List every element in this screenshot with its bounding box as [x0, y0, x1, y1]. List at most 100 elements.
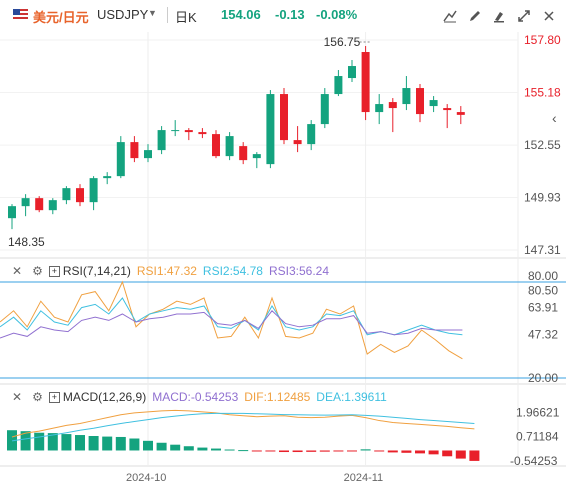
divider: [167, 7, 168, 23]
macd-histogram-bar: [34, 432, 45, 451]
macd-histogram-bar: [401, 450, 412, 453]
candle-body: [266, 94, 275, 165]
rsi2-line: [0, 297, 463, 336]
macd-header: ✕ ⚙ + MACD(12,26,9) MACD:-0.54253 DIF:1.…: [12, 390, 387, 404]
rsi2-value: RSI2:54.78: [202, 264, 263, 278]
rsi-label: RSI(7,14,21): [62, 264, 131, 278]
macd-histogram-bar: [183, 446, 194, 451]
rsi1-value: RSI1:47.32: [136, 264, 197, 278]
line-draw-icon: [443, 10, 457, 23]
close-button[interactable]: [539, 6, 559, 26]
candle-body: [184, 130, 193, 133]
macd-histogram-bar: [20, 431, 31, 451]
rsi-tick-label: 47.32: [528, 327, 558, 341]
rsi-header: ✕ ⚙ + RSI(7,14,21) RSI1:47.32 RSI2:54.78…: [12, 264, 329, 278]
candle-body: [76, 188, 84, 203]
macd-histogram-bar: [265, 450, 276, 452]
rsi-tick-label: 63.91: [528, 301, 558, 315]
macd-histogram-bar: [469, 450, 480, 461]
macd-histogram-bar: [292, 450, 303, 453]
candle-body: [171, 130, 180, 132]
indicator-toggle-icon[interactable]: +: [48, 391, 60, 403]
close-indicator-icon[interactable]: ✕: [12, 390, 23, 404]
macd-histogram-bar: [374, 450, 385, 452]
macd-histogram-bar: [102, 436, 113, 451]
macd-histogram-bar: [170, 444, 181, 451]
macd-histogram-bar: [7, 430, 17, 451]
candle-body: [62, 188, 71, 201]
symbol-label[interactable]: USDJPY: [97, 7, 149, 22]
period-selector[interactable]: 日K: [175, 10, 197, 25]
dif-line: [11, 409, 475, 438]
candle-body: [8, 206, 16, 219]
macd-histogram-bar: [197, 447, 208, 451]
dea-value: DEA:1.39611: [316, 390, 387, 404]
candle-body: [252, 154, 261, 159]
candle-body: [375, 104, 384, 113]
time-tick-label: 2024-11: [344, 472, 384, 484]
candle-body: [130, 142, 139, 159]
price-tick-label: 157.80: [524, 33, 561, 47]
candle-body: [157, 130, 166, 151]
macd-tick-label: 1.96621: [516, 406, 560, 420]
toolbar: 美元/日元 USDJPY ▼ 日K 154.06 -0.13 -0.08%: [0, 0, 566, 32]
macd-histogram-bar: [61, 434, 72, 451]
brush-icon: [494, 12, 504, 23]
candle-body: [144, 150, 152, 159]
candle-body: [334, 76, 343, 95]
rsi3-value: RSI3:56.24: [268, 264, 330, 278]
macd-histogram-bar: [129, 438, 140, 451]
close-indicator-icon[interactable]: ✕: [12, 264, 23, 278]
candle-body: [402, 88, 411, 105]
expand-button[interactable]: [514, 6, 534, 26]
macd-histogram-bar: [306, 450, 317, 452]
candle-body: [35, 198, 44, 211]
indicator-toggle-icon[interactable]: +: [48, 265, 60, 277]
low-annotation: 148.35: [8, 235, 45, 249]
price-change: -0.13: [275, 7, 305, 22]
macd-histogram-bar: [387, 450, 398, 453]
brush-button[interactable]: [489, 6, 509, 26]
macd-tick-label: 0.71184: [516, 430, 559, 444]
us-flag-icon: [13, 9, 28, 21]
candle-body: [388, 102, 397, 109]
candle-body: [416, 88, 424, 115]
macd-histogram-bar: [347, 450, 357, 452]
candle-body: [89, 178, 98, 203]
macd-histogram-bar: [442, 450, 453, 457]
rsi3-line: [0, 310, 463, 339]
macd-label: MACD(12,26,9): [62, 390, 147, 404]
collapse-panel-icon[interactable]: ‹: [552, 110, 557, 126]
candle-body: [225, 136, 234, 157]
dea-line: [11, 412, 475, 442]
macd-histogram-bar: [115, 436, 126, 451]
candle-body: [307, 124, 316, 145]
rsi-tick-label: 20.00: [528, 371, 558, 385]
line-draw-button[interactable]: [440, 6, 460, 26]
settings-icon[interactable]: ⚙: [32, 264, 43, 278]
pen-icon: [470, 11, 480, 21]
macd-histogram-bar: [211, 448, 221, 451]
dif-value: DIF:1.12485: [244, 390, 311, 404]
candle-body: [443, 108, 452, 111]
macd-histogram-bar: [238, 450, 249, 452]
price-change-pct: -0.08%: [316, 7, 358, 22]
candle-body: [116, 142, 125, 177]
settings-icon[interactable]: ⚙: [32, 390, 43, 404]
time-tick-label: 2024-10: [126, 472, 166, 484]
candle-body: [456, 112, 465, 115]
macd-histogram-bar: [279, 450, 289, 453]
macd-tick-label: -0.54253: [510, 454, 558, 468]
pen-button[interactable]: [465, 6, 485, 26]
candle-body: [348, 66, 356, 79]
chevron-down-icon[interactable]: ▼: [148, 8, 157, 18]
candle-body: [239, 146, 248, 161]
price-tick-label: 152.55: [524, 138, 561, 152]
rsi1-line: [0, 280, 463, 360]
pair-label[interactable]: 美元/日元: [33, 10, 89, 25]
last-price: 154.06: [221, 7, 261, 22]
macd-histogram-bar: [360, 449, 371, 451]
price-tick-label: 149.93: [524, 191, 561, 205]
price-tick-label: 155.18: [524, 85, 561, 99]
